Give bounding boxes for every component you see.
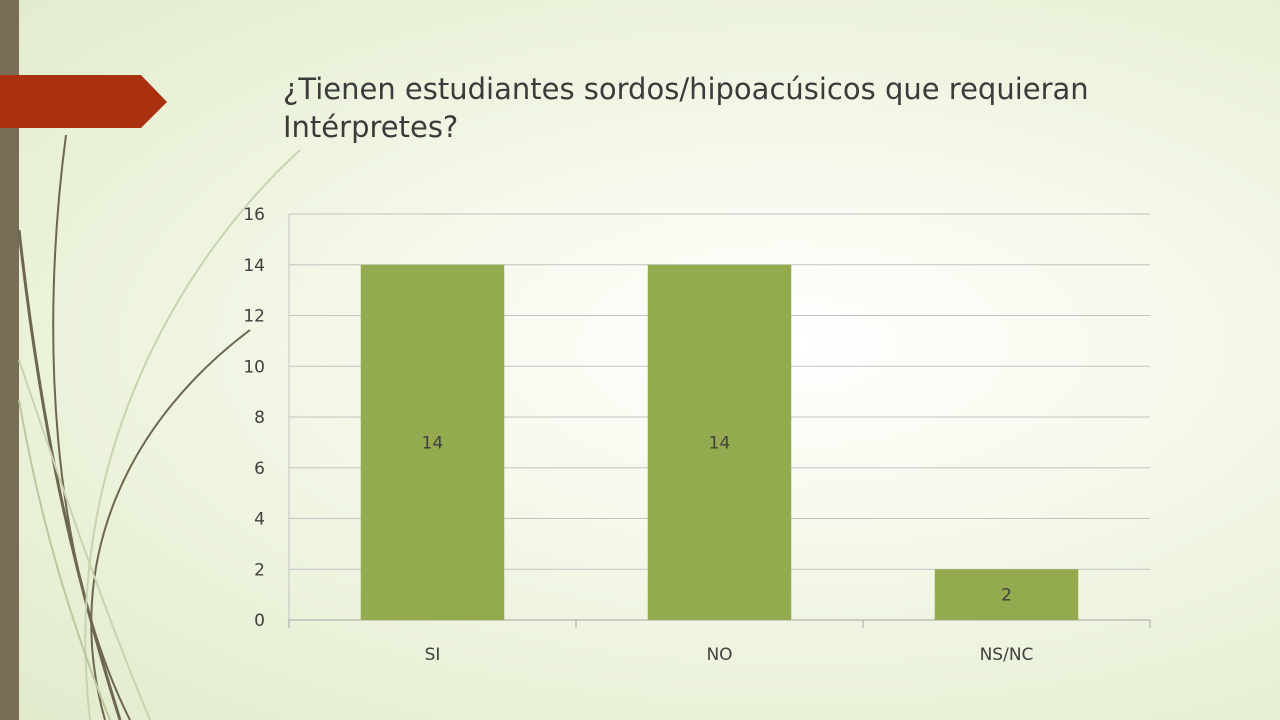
bar-si — [360, 264, 505, 620]
y-tick-label: 2 — [254, 560, 265, 580]
y-tick-label: 0 — [254, 611, 265, 631]
y-tick-label: 16 — [243, 205, 265, 225]
slide-sidebar — [0, 0, 19, 720]
bar-data-label: 14 — [422, 433, 444, 453]
y-tick-label: 12 — [243, 307, 265, 327]
bar-data-label: 2 — [1001, 586, 1012, 606]
y-tick-label: 14 — [243, 256, 265, 276]
y-tick-label: 8 — [254, 408, 265, 428]
y-tick-label: 4 — [254, 510, 265, 530]
x-category-label: NO — [706, 645, 732, 665]
y-tick-label: 10 — [243, 357, 265, 377]
x-category-label: NS/NC — [980, 645, 1034, 665]
bar-ns-nc — [934, 569, 1079, 620]
x-category-label: SI — [425, 645, 441, 665]
y-tick-label: 6 — [254, 459, 265, 479]
slide-title: ¿Tienen estudiantes sordos/hipoacúsicos … — [283, 72, 1089, 144]
bar-data-label: 14 — [709, 433, 731, 453]
title-accent-tab — [0, 75, 167, 128]
bar-no — [647, 264, 792, 620]
